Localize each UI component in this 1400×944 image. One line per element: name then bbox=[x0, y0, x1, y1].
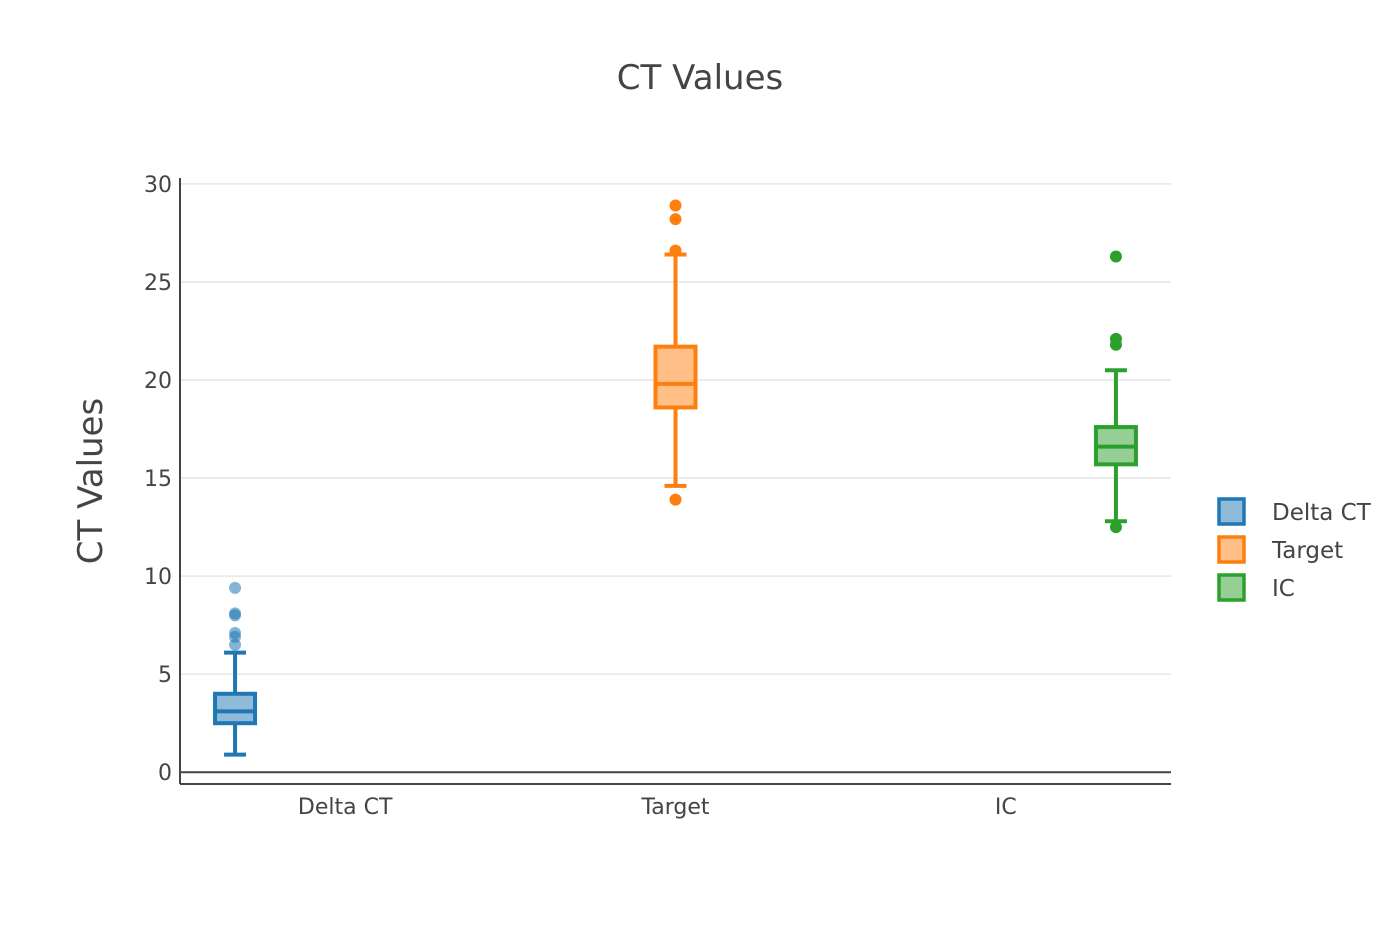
iqr-box bbox=[653, 344, 698, 410]
outlier-point bbox=[1109, 332, 1122, 345]
outlier-point bbox=[669, 199, 682, 212]
legend-swatch bbox=[1217, 573, 1246, 602]
y-tick-label: 0 bbox=[158, 761, 172, 786]
x-tick-label: Target bbox=[640, 795, 709, 820]
box-target bbox=[653, 199, 698, 506]
outlier-point bbox=[1109, 250, 1122, 263]
y-tick-label: 20 bbox=[144, 369, 172, 394]
y-tick-label: 30 bbox=[144, 173, 172, 198]
legend-label: Target bbox=[1271, 538, 1343, 564]
boxes bbox=[213, 199, 1138, 757]
y-axis-title: CT Values bbox=[71, 398, 111, 564]
outlier-point bbox=[229, 581, 242, 594]
outlier-point bbox=[229, 607, 242, 620]
y-tick-label: 25 bbox=[144, 271, 172, 296]
legend-label: Delta CT bbox=[1272, 500, 1372, 526]
outlier-point bbox=[669, 244, 682, 257]
x-tick-label: IC bbox=[995, 795, 1017, 820]
y-tick-label: 5 bbox=[158, 663, 172, 688]
legend-item-target: Target bbox=[1217, 535, 1343, 564]
iqr-box bbox=[213, 691, 258, 726]
outlier-point bbox=[229, 626, 242, 639]
legend-item-ic: IC bbox=[1217, 573, 1295, 602]
legend: Delta CT Target IC bbox=[1217, 497, 1372, 602]
x-tick-label: Delta CT bbox=[298, 795, 393, 820]
box-delta-ct bbox=[213, 581, 258, 757]
outlier-point bbox=[669, 493, 682, 506]
chart-title: CT Values bbox=[617, 58, 783, 98]
axes: 0 5 10 15 20 25 30 Delta CT Target IC bbox=[144, 173, 1171, 820]
outlier-point bbox=[1109, 521, 1122, 534]
outlier-point bbox=[669, 213, 682, 226]
y-tick-label: 15 bbox=[144, 467, 172, 492]
legend-swatch bbox=[1217, 497, 1246, 526]
y-tick-label: 10 bbox=[144, 565, 172, 590]
legend-item-delta-ct: Delta CT bbox=[1217, 497, 1372, 526]
legend-swatch bbox=[1217, 535, 1246, 564]
legend-label: IC bbox=[1272, 576, 1295, 602]
box-ic bbox=[1093, 250, 1138, 534]
